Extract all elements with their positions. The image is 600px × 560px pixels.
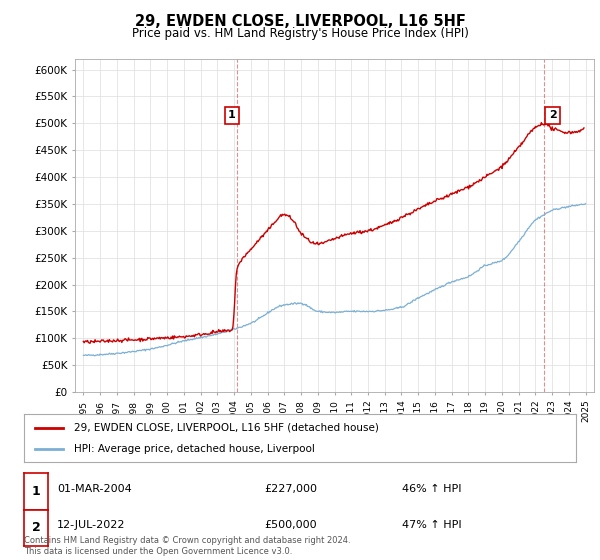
Text: 1: 1 <box>228 110 236 120</box>
Text: 01-MAR-2004: 01-MAR-2004 <box>57 484 132 493</box>
Text: 29, EWDEN CLOSE, LIVERPOOL, L16 5HF: 29, EWDEN CLOSE, LIVERPOOL, L16 5HF <box>134 14 466 29</box>
Text: 1: 1 <box>32 485 40 498</box>
Text: 2: 2 <box>549 110 557 120</box>
Text: £500,000: £500,000 <box>264 520 317 530</box>
Text: 46% ↑ HPI: 46% ↑ HPI <box>402 484 461 493</box>
Text: Contains HM Land Registry data © Crown copyright and database right 2024.
This d: Contains HM Land Registry data © Crown c… <box>24 536 350 556</box>
Text: 29, EWDEN CLOSE, LIVERPOOL, L16 5HF (detached house): 29, EWDEN CLOSE, LIVERPOOL, L16 5HF (det… <box>74 423 379 433</box>
Text: Price paid vs. HM Land Registry's House Price Index (HPI): Price paid vs. HM Land Registry's House … <box>131 27 469 40</box>
Text: 2: 2 <box>32 521 40 534</box>
Text: £227,000: £227,000 <box>264 484 317 493</box>
Text: HPI: Average price, detached house, Liverpool: HPI: Average price, detached house, Live… <box>74 444 314 454</box>
Text: 47% ↑ HPI: 47% ↑ HPI <box>402 520 461 530</box>
Text: 12-JUL-2022: 12-JUL-2022 <box>57 520 125 530</box>
